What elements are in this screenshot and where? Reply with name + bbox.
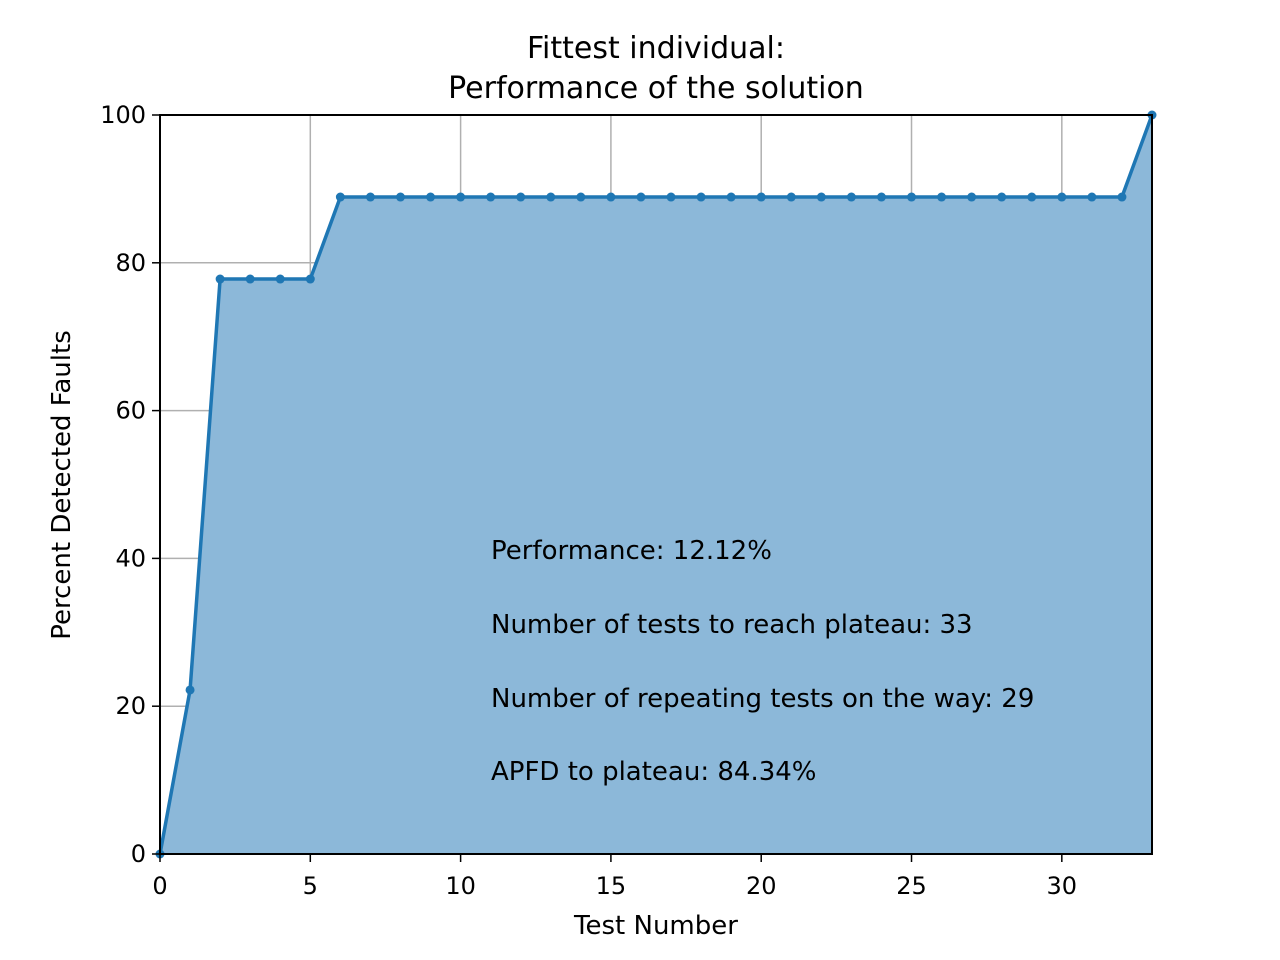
data-point bbox=[456, 192, 466, 202]
data-point bbox=[516, 192, 526, 202]
data-point bbox=[215, 274, 225, 284]
data-point bbox=[576, 192, 586, 202]
data-point bbox=[816, 192, 826, 202]
y-tick-label: 80 bbox=[115, 249, 146, 277]
data-point bbox=[726, 192, 736, 202]
x-tick-label: 15 bbox=[596, 872, 627, 900]
y-tick-label: 20 bbox=[115, 692, 146, 720]
annotation-apfd: APFD to plateau: 84.34% bbox=[491, 757, 817, 787]
data-point bbox=[546, 192, 556, 202]
data-point bbox=[696, 192, 706, 202]
data-points bbox=[155, 110, 1157, 859]
y-tick-label: 0 bbox=[131, 840, 146, 868]
data-point bbox=[185, 685, 195, 695]
data-point bbox=[365, 192, 375, 202]
annotation-performance: Performance: 12.12% bbox=[491, 536, 772, 566]
x-tick-label: 20 bbox=[746, 872, 777, 900]
data-point bbox=[395, 192, 405, 202]
chart-title-line2: Performance of the solution bbox=[448, 71, 864, 106]
area-fill bbox=[160, 115, 1152, 854]
plot-frame bbox=[159, 114, 1153, 855]
chart-title-line1: Fittest individual: bbox=[527, 31, 785, 66]
x-tick-label: 30 bbox=[1047, 872, 1078, 900]
data-point bbox=[846, 192, 856, 202]
series-line bbox=[158, 114, 1154, 855]
data-point bbox=[335, 192, 345, 202]
data-point bbox=[636, 192, 646, 202]
data-point bbox=[967, 192, 977, 202]
y-axis-ticks: 0 20 40 60 80 100 bbox=[100, 101, 160, 868]
data-point bbox=[666, 192, 676, 202]
data-point bbox=[606, 192, 616, 202]
x-tick-label: 5 bbox=[303, 872, 318, 900]
data-point bbox=[997, 192, 1007, 202]
data-point bbox=[275, 274, 285, 284]
annotation-tests-to-plateau: Number of tests to reach plateau: 33 bbox=[491, 610, 973, 640]
y-tick-label: 60 bbox=[115, 397, 146, 425]
y-tick-label: 100 bbox=[100, 101, 146, 129]
data-point bbox=[786, 192, 796, 202]
data-point bbox=[426, 192, 436, 202]
annotations: Performance: 12.12% Number of tests to r… bbox=[491, 536, 1034, 787]
data-point bbox=[1087, 192, 1097, 202]
data-point bbox=[245, 274, 255, 284]
data-point bbox=[305, 274, 315, 284]
y-tick-label: 40 bbox=[115, 544, 146, 572]
data-point bbox=[876, 192, 886, 202]
y-axis-label: Percent Detected Faults bbox=[47, 330, 77, 640]
data-point bbox=[1057, 192, 1067, 202]
x-axis-label: Test Number bbox=[573, 911, 738, 941]
data-point bbox=[937, 192, 947, 202]
data-point bbox=[1117, 192, 1127, 202]
data-point bbox=[756, 192, 766, 202]
area-layer bbox=[160, 115, 1152, 854]
data-point bbox=[1027, 192, 1037, 202]
x-tick-label: 10 bbox=[445, 872, 476, 900]
x-axis-ticks: 0 5 10 15 20 25 30 bbox=[152, 854, 1077, 900]
x-tick-label: 25 bbox=[896, 872, 927, 900]
data-point bbox=[907, 192, 917, 202]
line-layer bbox=[158, 114, 1154, 855]
x-tick-label: 0 bbox=[152, 872, 167, 900]
annotation-repeating-tests: Number of repeating tests on the way: 29 bbox=[491, 684, 1034, 714]
data-point bbox=[486, 192, 496, 202]
